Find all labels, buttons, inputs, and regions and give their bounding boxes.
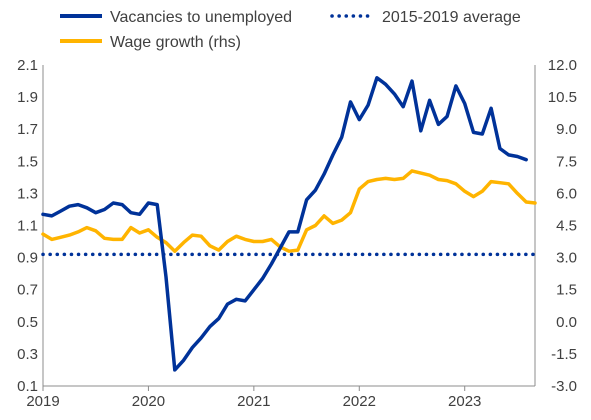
- left-tick-label: 0.3: [17, 346, 38, 363]
- left-axis-ticks: 0.1 0.3 0.5 0.7 0.9 1.1 1.3 1.5 1.7 1.9 2.1: [17, 57, 38, 395]
- x-tick-label: 2023: [448, 393, 481, 410]
- legend-label-average: 2015-2019 average: [382, 9, 521, 26]
- x-tick-label: 2022: [343, 393, 376, 410]
- left-tick-label: 1.9: [17, 89, 38, 106]
- right-tick-label: -1.5: [551, 346, 577, 363]
- right-axis-ticks: -3.0 -1.5 0.0 1.5 3.0 4.5 6.0 7.5 9.0 10.5 12.0: [548, 57, 577, 395]
- series-wage-line: [41, 169, 537, 253]
- plot-frame: [42, 65, 536, 387]
- left-tick-label: 1.1: [17, 218, 38, 235]
- legend-label-vacancies: Vacancies to unemployed: [110, 9, 292, 26]
- left-tick-label: 1.5: [17, 153, 38, 170]
- chart-series: [41, 76, 537, 372]
- left-tick-label: 2.1: [17, 57, 38, 74]
- x-axis-ticks: 2019 2020 2021 2022 2023: [26, 386, 481, 410]
- legend-label-wage: Wage growth (rhs): [110, 34, 241, 51]
- right-tick-label: 0.0: [556, 314, 577, 331]
- x-tick-label: 2021: [237, 393, 270, 410]
- right-tick-label: 7.5: [556, 153, 577, 170]
- left-tick-label: 1.7: [17, 121, 38, 138]
- x-tick-label: 2019: [26, 393, 59, 410]
- right-tick-label: 10.5: [548, 89, 577, 106]
- right-tick-label: 12.0: [548, 57, 577, 74]
- right-tick-label: -3.0: [551, 378, 577, 395]
- right-tick-label: 9.0: [556, 121, 577, 138]
- right-tick-label: 6.0: [556, 185, 577, 202]
- left-tick-label: 0.9: [17, 250, 38, 267]
- chart-legend: Vacancies to unemployed 2015-2019 averag…: [60, 9, 521, 51]
- right-tick-label: 3.0: [556, 250, 577, 267]
- series-vacancies-line: [41, 76, 528, 372]
- left-tick-label: 0.7: [17, 282, 38, 299]
- left-tick-label: 0.5: [17, 314, 38, 331]
- left-tick-label: 1.3: [17, 185, 38, 202]
- right-tick-label: 4.5: [556, 218, 577, 235]
- left-tick-label: 0.1: [17, 378, 38, 395]
- x-tick-label: 2020: [132, 393, 165, 410]
- right-tick-label: 1.5: [556, 282, 577, 299]
